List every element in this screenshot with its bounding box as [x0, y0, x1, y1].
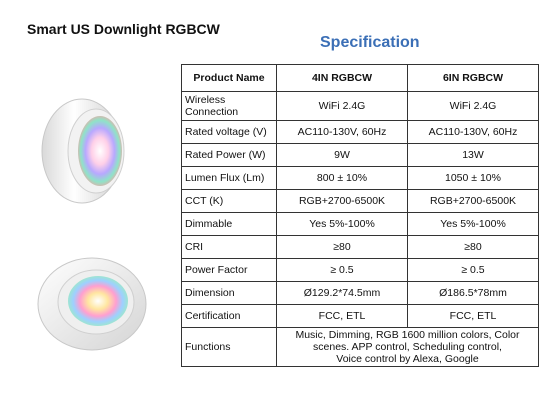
- functions-cell: Music, Dimming, RGB 1600 million colors,…: [276, 327, 539, 367]
- row-label: Rated voltage (V): [181, 120, 277, 144]
- specification-heading: Specification: [320, 34, 420, 51]
- table-row-functions: Functions Music, Dimming, RGB 1600 milli…: [181, 327, 539, 367]
- row-label: Dimension: [181, 281, 277, 305]
- cell-6in: ≥ 0.5: [407, 258, 539, 282]
- cell-4in: Ø129.2*74.5mm: [276, 281, 408, 305]
- row-label: CCT (K): [181, 189, 277, 213]
- cell-4in: 800 ± 10%: [276, 166, 408, 190]
- column-header: 6IN RGBCW: [407, 64, 539, 92]
- cell-4in: RGB+2700-6500K: [276, 189, 408, 213]
- row-label: Wireless Connection: [181, 91, 277, 121]
- cell-6in: Yes 5%-100%: [407, 212, 539, 236]
- table-row: Dimension Ø129.2*74.5mm Ø186.5*78mm: [181, 281, 539, 305]
- cell-4in: AC110-130V, 60Hz: [276, 120, 408, 144]
- product-title: Smart US Downlight RGBCW: [27, 21, 220, 37]
- row-label: Power Factor: [181, 258, 277, 282]
- table-row: Lumen Flux (Lm) 800 ± 10% 1050 ± 10%: [181, 166, 539, 190]
- cell-6in: 13W: [407, 143, 539, 167]
- downlight-6in-image: [37, 257, 147, 351]
- cell-4in: ≥80: [276, 235, 408, 259]
- downlight-4in-image: [41, 98, 125, 204]
- column-header: 4IN RGBCW: [276, 64, 408, 92]
- column-header: Product Name: [181, 64, 277, 92]
- row-label: Lumen Flux (Lm): [181, 166, 277, 190]
- table-row: Rated Power (W) 9W 13W: [181, 143, 539, 167]
- cell-6in: Ø186.5*78mm: [407, 281, 539, 305]
- cell-4in: FCC, ETL: [276, 304, 408, 328]
- table-row: CRI ≥80 ≥80: [181, 235, 539, 259]
- table-row: Certification FCC, ETL FCC, ETL: [181, 304, 539, 328]
- specification-table: Product Name 4IN RGBCW 6IN RGBCW Wireles…: [181, 64, 539, 367]
- row-label: Certification: [181, 304, 277, 328]
- cell-4in: Yes 5%-100%: [276, 212, 408, 236]
- cell-6in: RGB+2700-6500K: [407, 189, 539, 213]
- row-label: Functions: [181, 327, 277, 367]
- table-row: Dimmable Yes 5%-100% Yes 5%-100%: [181, 212, 539, 236]
- table-row: Power Factor ≥ 0.5 ≥ 0.5: [181, 258, 539, 282]
- row-label: CRI: [181, 235, 277, 259]
- table-row: Wireless Connection WiFi 2.4G WiFi 2.4G: [181, 91, 539, 121]
- cell-6in: 1050 ± 10%: [407, 166, 539, 190]
- cell-6in: FCC, ETL: [407, 304, 539, 328]
- cell-6in: ≥80: [407, 235, 539, 259]
- cell-4in: 9W: [276, 143, 408, 167]
- table-row: CCT (K) RGB+2700-6500K RGB+2700-6500K: [181, 189, 539, 213]
- table-row: Rated voltage (V) AC110-130V, 60Hz AC110…: [181, 120, 539, 144]
- cell-6in: AC110-130V, 60Hz: [407, 120, 539, 144]
- row-label: Dimmable: [181, 212, 277, 236]
- cell-6in: WiFi 2.4G: [407, 91, 539, 121]
- table-header-row: Product Name 4IN RGBCW 6IN RGBCW: [181, 64, 539, 92]
- cell-4in: ≥ 0.5: [276, 258, 408, 282]
- cell-4in: WiFi 2.4G: [276, 91, 408, 121]
- row-label: Rated Power (W): [181, 143, 277, 167]
